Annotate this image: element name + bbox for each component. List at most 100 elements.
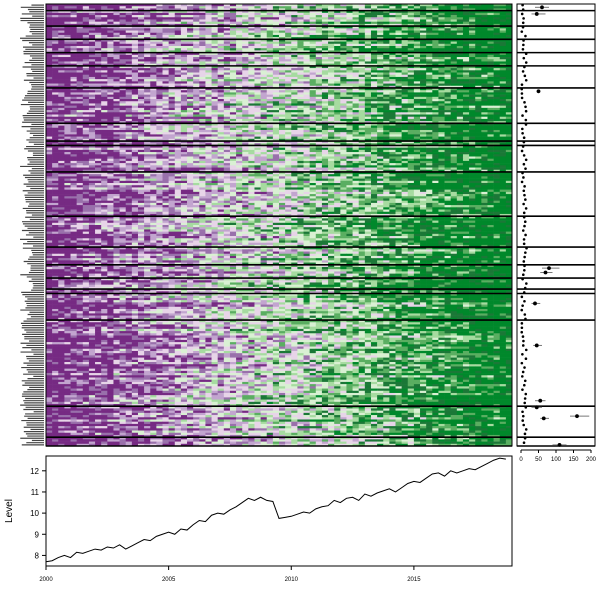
heatmap-cell <box>82 112 90 115</box>
heatmap-cell <box>193 83 200 87</box>
heatmap-cell <box>272 34 280 38</box>
heatmap-cell <box>352 118 360 122</box>
heatmap-cell <box>76 136 84 140</box>
heatmap-cell <box>499 52 507 56</box>
heatmap-cell <box>364 85 372 89</box>
heatmap-cell <box>144 30 151 34</box>
heatmap-cell <box>370 34 378 38</box>
heatmap-cell <box>413 94 421 98</box>
heatmap-cell <box>107 118 114 122</box>
heatmap-cell <box>168 26 176 29</box>
heatmap-cell <box>358 94 366 98</box>
heatmap-cell <box>64 8 71 11</box>
heatmap-cell <box>113 65 120 69</box>
heatmap-cell <box>426 19 433 22</box>
heatmap-cell <box>481 37 488 40</box>
heatmap-cell <box>162 145 169 148</box>
heatmap-cell <box>469 6 476 9</box>
heatmap-cell <box>285 45 292 49</box>
heatmap-cell <box>420 143 427 146</box>
heatmap-cell <box>462 145 470 148</box>
heatmap-cell <box>58 83 65 87</box>
heatmap-cell <box>236 123 243 126</box>
heatmap-cell <box>401 41 409 45</box>
heatmap-cell <box>432 107 439 111</box>
heatmap-cell <box>450 50 458 53</box>
heatmap-cell <box>156 121 163 124</box>
heatmap-cell <box>352 74 360 78</box>
heatmap-cell <box>242 70 249 73</box>
heatmap-cell <box>303 48 310 51</box>
heatmap-cell <box>168 19 176 22</box>
heatmap-cell <box>328 92 335 95</box>
heatmap-cell <box>58 17 65 20</box>
heatmap-cell <box>107 68 114 71</box>
heatmap-cell <box>95 19 102 22</box>
heatmap-cell <box>462 26 470 29</box>
heatmap-cell <box>407 17 415 20</box>
heatmap-cell <box>285 59 292 62</box>
heatmap-cell <box>199 10 206 14</box>
heatmap-cell <box>499 79 507 82</box>
heatmap-cell <box>334 92 341 95</box>
heatmap-cell <box>211 114 218 118</box>
heatmap-cell <box>107 138 114 142</box>
heatmap-cell <box>407 34 415 38</box>
heatmap-cell <box>162 12 169 16</box>
heatmap-cell <box>107 23 114 27</box>
heatmap-cell <box>229 138 237 142</box>
heatmap-cell <box>389 37 396 40</box>
heatmap-cell <box>101 116 108 120</box>
heatmap-cell <box>217 92 225 95</box>
heatmap-cell <box>395 74 402 78</box>
heatmap-cell <box>260 72 268 76</box>
heatmap-cell <box>383 41 390 45</box>
heatmap-cell <box>101 103 108 106</box>
heatmap-cell <box>70 145 77 148</box>
heatmap-cell <box>291 41 298 45</box>
heatmap-cell <box>113 114 120 118</box>
heatmap-cell <box>248 118 255 122</box>
heatmap-cell <box>131 105 139 109</box>
heatmap-cell <box>131 72 139 76</box>
heatmap-cell <box>199 136 206 140</box>
heatmap-cell <box>321 57 329 60</box>
heatmap-cell <box>407 12 415 16</box>
heatmap-cell <box>46 41 53 45</box>
heatmap-cell <box>450 54 458 58</box>
heatmap-cell <box>193 6 200 9</box>
heatmap-cell <box>315 141 323 144</box>
heatmap-cell <box>64 72 71 76</box>
heatmap-cell <box>199 83 206 87</box>
heatmap-cell <box>401 136 409 140</box>
heatmap-cell <box>475 8 482 11</box>
heatmap-cell <box>297 110 304 113</box>
heatmap-cell <box>352 136 360 140</box>
heatmap-cell <box>407 21 415 25</box>
heatmap-cell <box>254 92 261 95</box>
heatmap-cell <box>303 141 310 144</box>
heatmap-cell <box>64 123 71 126</box>
heatmap-cell <box>70 48 77 51</box>
heatmap-cell <box>450 143 458 146</box>
heatmap-cell <box>107 143 114 146</box>
heatmap-cell <box>499 34 507 38</box>
heatmap-cell <box>156 83 163 87</box>
heatmap-cell <box>297 59 304 62</box>
heatmap-cell <box>370 45 378 49</box>
heatmap-cell <box>211 61 218 64</box>
heatmap-cell <box>119 116 127 120</box>
heatmap-cell <box>401 68 409 71</box>
heatmap-cell <box>125 74 133 78</box>
heatmap-cell <box>101 94 108 98</box>
heatmap-cell <box>315 81 323 84</box>
heatmap-cell <box>487 87 494 91</box>
heatmap-cell <box>438 96 445 100</box>
heatmap-cell <box>444 28 451 31</box>
heatmap-cell <box>358 118 366 122</box>
heatmap-cell <box>180 136 188 140</box>
heatmap-cell <box>444 114 451 118</box>
heatmap-cell <box>370 143 378 146</box>
heatmap-cell <box>413 61 421 64</box>
heatmap-cell <box>481 28 488 31</box>
